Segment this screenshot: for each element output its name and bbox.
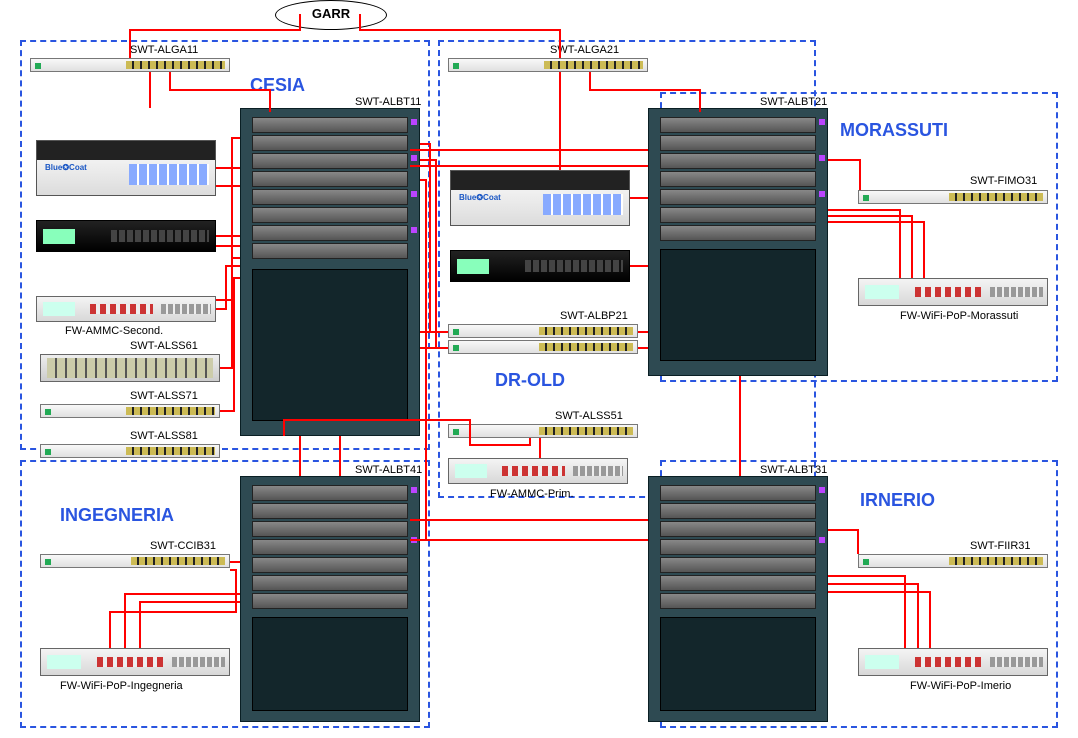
label-alss51: SWT-ALSS51 [555, 410, 623, 422]
zone-label-drold: DR-OLD [495, 370, 565, 391]
switch-alga21 [448, 58, 648, 72]
zone-label-morassuti: MORASSUTI [840, 120, 948, 141]
label-fimo31: SWT-FIMO31 [970, 175, 1037, 187]
fw-ingegneria [40, 648, 230, 676]
chassis-albt41 [240, 476, 420, 722]
fortinet-1 [36, 220, 216, 252]
fw-ammc-prim [448, 458, 628, 484]
switch-albp21a [448, 324, 638, 338]
zone-label-ingegneria: INGEGNERIA [60, 505, 174, 526]
fortinet-2 [450, 250, 630, 282]
garr-label: GARR [312, 6, 350, 21]
label-alss81: SWT-ALSS81 [130, 430, 198, 442]
label-fiir31: SWT-FIIR31 [970, 540, 1031, 552]
switch-ccib31 [40, 554, 230, 568]
label-alga11: SWT-ALGA11 [130, 44, 198, 56]
bluecoat-2: Blue✪Coat [450, 170, 630, 226]
chassis-albt11 [240, 108, 420, 436]
switch-alss71 [40, 404, 220, 418]
label-albt21: SWT-ALBT21 [760, 96, 827, 108]
switch-fimo31 [858, 190, 1048, 204]
label-albt41: SWT-ALBT41 [355, 464, 422, 476]
fw-ammc-second [36, 296, 216, 322]
switch-fiir31 [858, 554, 1048, 568]
fw-irnerio [858, 648, 1048, 676]
zone-label-irnerio: IRNERIO [860, 490, 935, 511]
label-alga21: SWT-ALGA21 [550, 44, 619, 56]
label-ccib31: SWT-CCIB31 [150, 540, 216, 552]
garr-node: GARR [275, 0, 387, 30]
fw-morassuti [858, 278, 1048, 306]
label-alss71: SWT-ALSS71 [130, 390, 198, 402]
zone-label-cesia: CESIA [250, 75, 305, 96]
label-alss61: SWT-ALSS61 [130, 340, 198, 352]
label-fw-ing: FW-WiFi-PoP-Ingegneria [60, 680, 183, 692]
label-fw-mor: FW-WiFi-PoP-Morassuti [900, 310, 1018, 322]
label-albt31: SWT-ALBT31 [760, 464, 827, 476]
chassis-albt31 [648, 476, 828, 722]
label-fw-ammc-sec: FW-AMMC-Second. [65, 325, 163, 337]
switch-alss51 [448, 424, 638, 438]
label-fw-irn: FW-WiFi-PoP-Imerio [910, 680, 1011, 692]
switch-albp21b [448, 340, 638, 354]
switch-alga11 [30, 58, 230, 72]
chassis-albt21 [648, 108, 828, 376]
switch-alss61 [40, 354, 220, 382]
bluecoat-1: Blue✪Coat [36, 140, 216, 196]
switch-alss81 [40, 444, 220, 458]
label-albp21: SWT-ALBP21 [560, 310, 628, 322]
label-fw-ammc-prim: FW-AMMC-Prim. [490, 488, 574, 500]
label-albt11: SWT-ALBT11 [355, 96, 421, 108]
